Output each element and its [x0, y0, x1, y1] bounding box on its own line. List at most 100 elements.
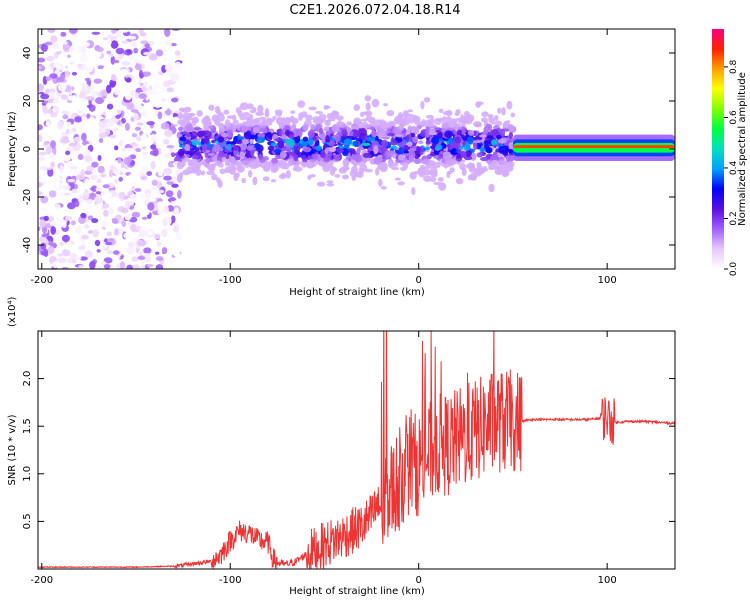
spectrogram-cell — [163, 44, 170, 50]
spectrogram-cell — [154, 251, 160, 255]
spectrogram-cell — [252, 107, 257, 112]
spectrogram-cell — [57, 83, 67, 92]
spectrogram-cell — [465, 163, 473, 169]
spectrogram-cell — [473, 168, 480, 173]
spectrogram-cell — [62, 248, 71, 257]
spectrogram-cell — [467, 130, 475, 136]
spectrogram-cell — [78, 166, 83, 170]
spectrogram-cell — [54, 203, 61, 211]
spectrogram-cell — [40, 43, 48, 53]
spectrogram-cell — [377, 154, 383, 158]
spectrogram-cell — [86, 165, 94, 172]
spectrogram-cell — [101, 203, 110, 209]
spectrogram-cell — [87, 215, 94, 220]
spectrogram-cell — [67, 202, 76, 210]
spectrogram-cell — [134, 63, 142, 71]
spectrogram-cell — [119, 106, 125, 111]
spectrogram-cell — [40, 206, 49, 211]
spectrogram-y-ticks: -40 -20 0 20 40 — [22, 47, 675, 253]
colorbar-tick-label: 0.0 — [729, 262, 739, 277]
spectrogram-cell — [239, 166, 244, 172]
spectrogram-cell — [133, 47, 139, 54]
spectrogram-cell — [164, 129, 173, 138]
spectrogram-cell — [90, 174, 98, 180]
spectrogram-cell — [258, 127, 268, 133]
spectrogram-cell — [182, 169, 191, 176]
spectrogram-cell — [297, 100, 306, 108]
spectrogram-cell — [454, 141, 461, 150]
spectrogram-cell — [57, 253, 63, 257]
spectrogram-cell — [155, 118, 160, 125]
spectrogram-cell — [255, 156, 260, 166]
spectrogram-cell — [308, 106, 317, 111]
spectrogram-cell — [429, 176, 437, 183]
colorbar-gradient — [712, 29, 724, 269]
spectrogram-cell — [47, 29, 56, 33]
spectrogram-cell — [97, 154, 102, 161]
spectrogram-cell — [153, 111, 159, 116]
spectrogram-cell — [147, 230, 153, 236]
spectrogram-cell — [427, 122, 435, 127]
spectrogram-cell — [174, 61, 182, 70]
spectrogram-cell — [127, 173, 137, 182]
spectrogram-cell — [138, 229, 146, 238]
spectrogram-cell — [360, 111, 365, 118]
spectrogram-cell — [177, 112, 184, 120]
spectrogram-cell — [372, 122, 379, 127]
spectrogram-cell — [51, 42, 59, 50]
spectrogram-cell — [316, 181, 326, 187]
spectrogram-cell — [479, 167, 486, 174]
spectrogram-cell — [380, 139, 389, 148]
spectrogram-cell — [336, 148, 344, 154]
spectrogram-cell — [359, 132, 368, 141]
spectrogram-cell — [166, 216, 172, 226]
spectrogram-cell — [411, 187, 416, 196]
spectrogram-cell — [109, 266, 117, 269]
spectrogram-cell — [502, 170, 509, 178]
spectrogram-cell — [493, 114, 499, 121]
spectrogram-cell — [40, 93, 50, 100]
spectrogram-cell — [163, 175, 172, 181]
spectrogram-cell — [143, 80, 148, 87]
spectrogram-cell — [98, 138, 104, 144]
spectrogram-cell — [110, 40, 119, 49]
spectrogram-cell — [161, 247, 168, 254]
spectrogram-cell — [182, 112, 192, 122]
spectrogram-cell — [425, 140, 431, 145]
spectrogram-cell — [397, 113, 403, 123]
spectrogram-cell — [185, 123, 194, 132]
spectrogram-cell — [497, 138, 507, 144]
spectrogram-cell — [114, 228, 119, 236]
spectrogram-cell — [163, 211, 171, 216]
spectrogram-cell — [49, 135, 54, 140]
spectrogram-tone-band — [512, 145, 675, 149]
spectrogram-cell — [155, 189, 165, 194]
spectrogram-cell — [109, 81, 116, 88]
spectrogram-cell — [177, 234, 182, 241]
spectrogram-cell — [378, 178, 383, 187]
spectrogram-cell — [43, 215, 49, 222]
spectrogram-cell — [500, 128, 506, 137]
spectrogram-cell — [148, 89, 156, 95]
spectrogram-cell — [98, 127, 107, 134]
spectrogram-cell — [270, 142, 278, 147]
spectrogram-cell — [155, 256, 164, 262]
spectrogram-cell — [81, 132, 87, 142]
spectrogram-cell — [348, 130, 354, 136]
spectrogram-cell — [128, 54, 136, 61]
snr-y-multiplier: (x10⁴) — [7, 296, 18, 327]
spectrogram-cell — [93, 196, 103, 204]
snr-x-tick-label: -100 — [219, 575, 242, 586]
spectrogram-cell — [144, 192, 151, 201]
spectrogram-cell — [130, 181, 137, 186]
spectrogram-cell — [331, 110, 338, 117]
spectrogram-cell — [328, 160, 334, 166]
spectrogram-cell — [364, 110, 373, 117]
spectrogram-cell — [327, 118, 336, 122]
spectrogram-cell — [135, 225, 142, 231]
spectrogram-cell — [383, 103, 388, 107]
spectrogram-cell — [192, 164, 199, 172]
spectrogram-cell — [482, 128, 489, 135]
spectrogram-cell — [95, 191, 102, 195]
spectrogram-cell — [124, 165, 129, 170]
